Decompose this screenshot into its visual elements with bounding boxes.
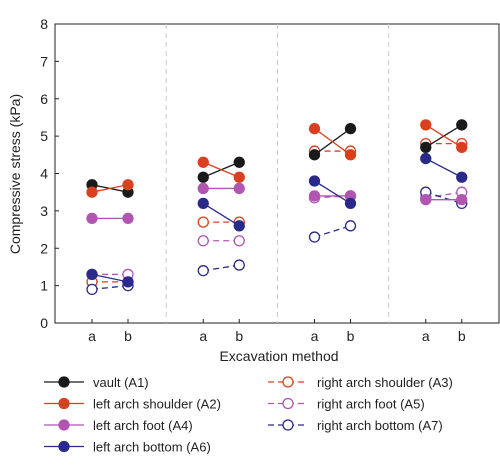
x-tick-label: b [124,328,132,344]
y-tick-label: 4 [40,166,48,182]
series-line [91,284,129,291]
x-tick-label: b [347,328,355,344]
y-tick-label: 3 [40,203,48,219]
data-point [456,194,468,206]
series-line [314,180,351,204]
data-point [233,259,245,271]
data-point [233,235,245,247]
series-line [202,202,240,227]
data-point [197,216,209,228]
data-point [197,156,209,168]
data-point [308,175,321,187]
y-tick-label: 0 [40,315,48,331]
data-point [420,152,432,165]
data-point [122,179,134,191]
series-line [203,161,240,178]
legend-label: left arch foot (A4) [93,418,193,433]
y-tick-label: 7 [40,53,48,69]
series-line [425,191,462,199]
data-point [233,182,245,195]
series-line [91,184,129,193]
data-point [197,235,209,247]
data-point [344,220,357,232]
legend-marker [58,397,70,410]
series-line [425,157,463,178]
data-point [86,283,98,296]
series-line [203,264,240,272]
data-point [122,276,134,288]
x-tick-label: b [458,328,466,344]
series-line [425,124,463,148]
data-point [86,268,98,281]
x-tick-label: a [422,328,430,344]
y-tick-label: 5 [40,128,48,144]
legend-marker [282,397,294,410]
legend-label: left arch bottom (A6) [93,440,211,455]
legend-label: right arch foot (A5) [317,397,425,412]
data-point [233,171,245,183]
data-point [344,197,357,210]
x-tick-label: b [235,328,243,344]
legend-marker [282,419,294,431]
data-point [420,194,432,206]
data-point [308,190,321,202]
legend: vault (A1) left arch shoulder (A2) left ar… [44,375,453,455]
data-point [197,182,209,195]
data-point [420,119,432,131]
series-line [91,273,129,283]
data-point [197,197,209,210]
y-tick-label: 1 [40,278,48,294]
y-tick-label: 2 [40,240,48,256]
data-point [122,212,134,225]
plot-area: 0 1 2 3 4 5 6 7 8 a b a b a b a b [40,16,500,344]
data-point [86,186,98,198]
x-axis-label: Excavation method [219,348,338,364]
data-point [456,119,468,131]
data-point [308,149,321,161]
legend-label: right arch shoulder (A3) [317,375,453,390]
data-point [456,171,468,183]
y-tick-label: 8 [40,16,48,32]
legend-label: vault (A1) [93,375,149,390]
series-line [425,191,462,205]
x-tick-label: a [88,328,96,344]
data-point [233,156,245,168]
data-point [344,122,357,135]
legend-marker [58,376,70,388]
y-tick-label: 6 [40,91,48,107]
legend-label: right arch bottom (A7) [317,418,443,433]
legend-marker [58,440,70,453]
data-point [308,122,321,135]
data-point [456,141,468,153]
data-point [344,149,357,161]
data-point [197,171,209,183]
x-tick-label: a [311,328,319,344]
data-point [420,141,432,153]
legend-marker [58,419,70,431]
data-point [86,212,98,225]
y-axis-label: Compressive stress (kPa) [7,94,23,254]
x-tick-label: a [199,328,207,344]
series-line [314,225,351,238]
series-line [314,128,351,156]
legend-marker [282,376,294,388]
legend-label: left arch shoulder (A2) [93,397,221,412]
data-point [233,220,245,232]
data-point [197,265,209,277]
data-point [308,231,321,243]
